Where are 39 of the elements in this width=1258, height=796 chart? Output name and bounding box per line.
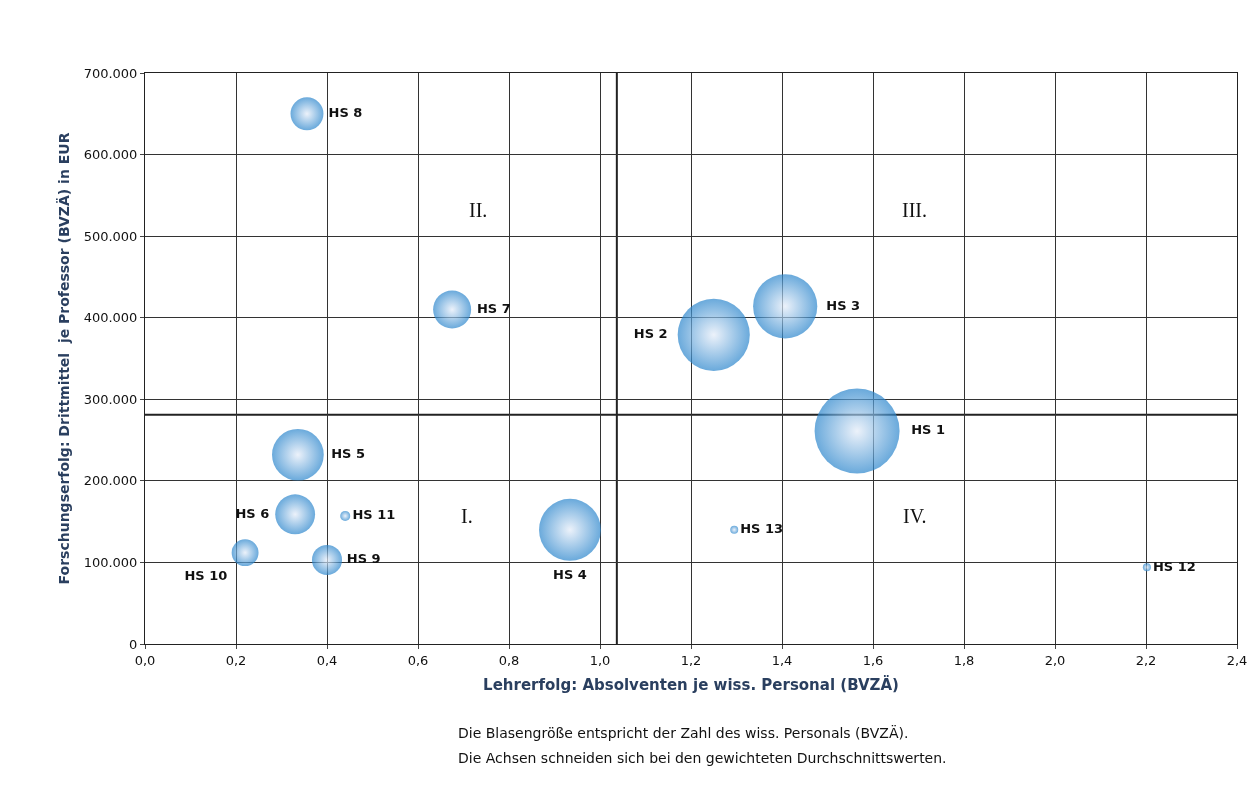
- y-tick-label: 100.000: [83, 554, 138, 570]
- text: Die Achsen schneiden sich bei den gewichteten Durchschnittswerten.: [458, 750, 947, 766]
- y-tick-label: 0: [129, 636, 138, 652]
- data-label: HS 2: [633, 326, 668, 342]
- x-tick-label: 0,0: [134, 652, 156, 668]
- x-tick-label: 0,6: [407, 652, 429, 668]
- x-axis-title: Lehrerfolg: Absolventen je wiss. Personal (BVZÄ): [483, 674, 899, 694]
- x-tick-label: 0,4: [316, 652, 338, 668]
- y-tick-label: 400.000: [83, 310, 138, 326]
- annotation: III.: [902, 199, 927, 221]
- x-tick-label: 2,2: [1135, 652, 1157, 668]
- x-tick-label: 1,6: [862, 652, 884, 668]
- y-axis-title: Forschungserfolg: Drittmittel je Professor (BVZÄ) in EUR: [56, 132, 73, 585]
- x-tick-label: 0,8: [498, 652, 520, 668]
- x-tick-label: 2,4: [1226, 652, 1248, 668]
- x-tick-label: 0,2: [225, 652, 247, 668]
- y-tick-label: 700.000: [83, 65, 138, 81]
- x-tick-label: 1,4: [771, 652, 793, 668]
- annotation: IV.: [903, 505, 927, 527]
- data-label: HS 8: [328, 105, 363, 121]
- annotation: II.: [469, 199, 488, 221]
- y-tick-label: 500.000: [83, 228, 138, 244]
- y-tick-label: 300.000: [83, 391, 138, 407]
- data-label: HS 4: [553, 567, 587, 583]
- data-label: HS 3: [826, 297, 861, 313]
- data-label: HS 1: [911, 422, 946, 438]
- data-label: HS 12: [1152, 558, 1196, 574]
- data-label: HS 13: [740, 521, 784, 537]
- x-tick-label: 2,0: [1044, 652, 1066, 668]
- x-tick-label: 1,2: [680, 652, 702, 668]
- data-label: HS 5: [331, 446, 366, 461]
- y-tick-label: 600.000: [83, 147, 138, 163]
- annotation: I.: [461, 505, 473, 527]
- data-label: HS 11: [352, 507, 396, 523]
- text: Die Blasengröße entspricht der Zahl des wiss. Personals (BVZÄ).: [458, 724, 909, 741]
- x-tick-label: 1,0: [589, 652, 611, 668]
- y-tick-label: 200.000: [83, 473, 138, 489]
- data-label: HS 10: [184, 568, 228, 584]
- x-tick-label: 1,8: [953, 652, 975, 668]
